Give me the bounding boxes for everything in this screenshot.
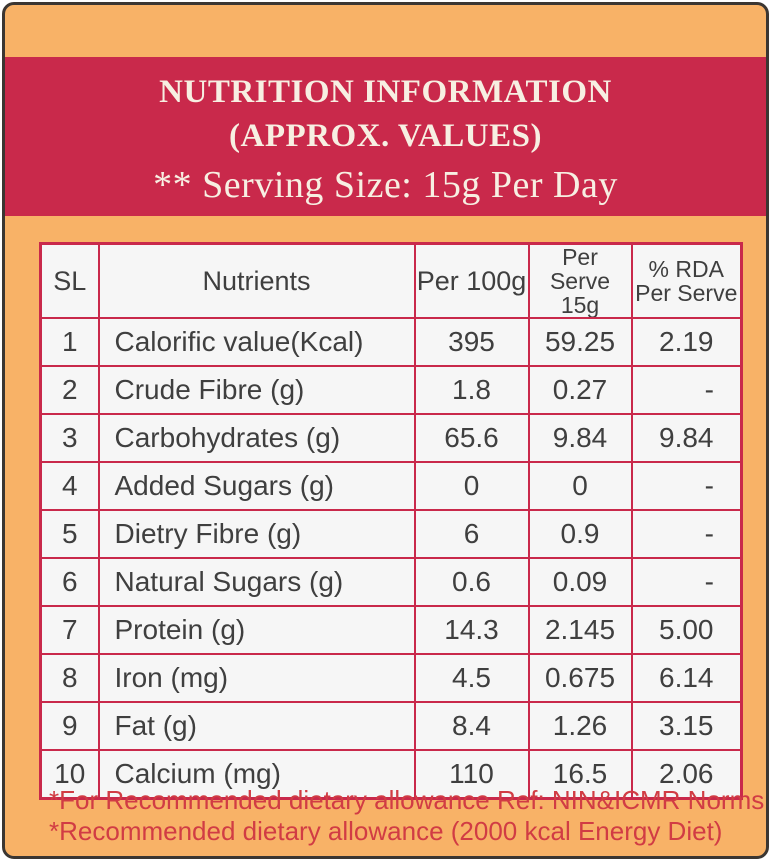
table-row: 10 Calcium (mg) 110 16.5 2.06 — [39, 749, 743, 800]
cell-per_serve: 1.26 — [527, 701, 633, 751]
table-row: 4 Added Sugars (g) 0 0- — [39, 461, 743, 511]
cell-rda: 2.19 — [630, 317, 743, 367]
cell-per_100g: 110 — [413, 749, 530, 800]
table-row: 6 Natural Sugars (g) 0.6 0.09- — [39, 557, 743, 607]
column-header-rda: % RDA Per Serve — [630, 242, 743, 319]
cell-per_serve: 0 — [527, 461, 633, 511]
cell-per_serve: 59.25 — [527, 317, 633, 367]
serving-size-line: ** Serving Size: 15g Per Day — [153, 164, 618, 206]
label-title: NUTRITION INFORMATION — [159, 74, 612, 110]
cell-sl: 7 — [39, 605, 100, 655]
label-subtitle: (APPROX. VALUES) — [229, 118, 542, 154]
cell-per_serve: 0.675 — [527, 653, 633, 703]
cell-nutrient: Iron (mg) — [97, 653, 416, 703]
table-row: 5 Dietry Fibre (g) 6 0.9- — [39, 509, 743, 559]
footnote-line-2: *Recommended dietary allowance (2000 kca… — [49, 816, 723, 846]
cell-per_serve: 0.09 — [527, 557, 633, 607]
cell-nutrient: Calcium (mg) — [97, 749, 416, 800]
nutrition-table: SL Nutrients Per 100g Per Serve 15g% RDA Per … — [39, 242, 743, 800]
cell-sl: 10 — [39, 749, 100, 800]
cell-rda: - — [630, 461, 743, 511]
cell-rda: - — [630, 509, 743, 559]
cell-per_100g: 0 — [413, 461, 530, 511]
cell-rda: 5.00 — [630, 605, 743, 655]
cell-sl: 2 — [39, 365, 100, 415]
cell-rda: - — [630, 365, 743, 415]
cell-per_100g: 6 — [413, 509, 530, 559]
table-row: 8 Iron (mg) 4.5 0.675 6.14 — [39, 653, 743, 703]
column-header-per_100g: Per 100g — [413, 242, 530, 319]
cell-nutrient: Carbohydrates (g) — [97, 413, 416, 463]
cell-nutrient: Crude Fibre (g) — [97, 365, 416, 415]
cell-per_100g: 395 — [413, 317, 530, 367]
footnote-line-1: *For Recommended dietary allowance Ref: … — [49, 785, 765, 815]
cell-rda: 6.14 — [630, 653, 743, 703]
table-row: 7 Protein (g) 14.3 2.145 5.00 — [39, 605, 743, 655]
table-row: 1 Calorific value(Kcal) 395 59.25 2.19 — [39, 317, 743, 367]
cell-rda: - — [630, 557, 743, 607]
cell-nutrient: Calorific value(Kcal) — [97, 317, 416, 367]
cell-sl: 6 — [39, 557, 100, 607]
column-header-nutrient: Nutrients — [97, 242, 416, 319]
cell-nutrient: Fat (g) — [97, 701, 416, 751]
cell-per_serve: 0.27 — [527, 365, 633, 415]
cell-per_100g: 14.3 — [413, 605, 530, 655]
cell-per_serve: 0.9 — [527, 509, 633, 559]
table-header-row: SL Nutrients Per 100g Per Serve 15g% RDA Per … — [39, 242, 743, 319]
cell-nutrient: Dietry Fibre (g) — [97, 509, 416, 559]
cell-per_serve: 16.5 — [527, 749, 633, 800]
cell-rda: 2.06 — [630, 749, 743, 800]
cell-per_serve: 2.145 — [527, 605, 633, 655]
column-header-per_serve: Per Serve 15g — [527, 242, 633, 319]
cell-per_100g: 1.8 — [413, 365, 530, 415]
cell-nutrient: Natural Sugars (g) — [97, 557, 416, 607]
cell-per_100g: 0.6 — [413, 557, 530, 607]
footnotes: *For Recommended dietary allowance Ref: … — [49, 785, 764, 847]
cell-sl: 1 — [39, 317, 100, 367]
cell-nutrient: Added Sugars (g) — [97, 461, 416, 511]
cell-per_100g: 8.4 — [413, 701, 530, 751]
cell-per_serve: 9.84 — [527, 413, 633, 463]
table-row: 3 Carbohydrates (g) 65.6 9.84 9.84 — [39, 413, 743, 463]
cell-sl: 9 — [39, 701, 100, 751]
table-row: 2 Crude Fibre (g) 1.8 0.27- — [39, 365, 743, 415]
column-header-sl: SL — [39, 242, 100, 319]
cell-sl: 8 — [39, 653, 100, 703]
cell-rda: 3.15 — [630, 701, 743, 751]
table-row: 9 Fat (g) 8.4 1.26 3.15 — [39, 701, 743, 751]
cell-sl: 3 — [39, 413, 100, 463]
cell-sl: 4 — [39, 461, 100, 511]
cell-per_100g: 4.5 — [413, 653, 530, 703]
cell-sl: 5 — [39, 509, 100, 559]
cell-nutrient: Protein (g) — [97, 605, 416, 655]
cell-per_100g: 65.6 — [413, 413, 530, 463]
cell-rda: 9.84 — [630, 413, 743, 463]
header-band: NUTRITION INFORMATION (APPROX. VALUES) *… — [5, 57, 766, 216]
